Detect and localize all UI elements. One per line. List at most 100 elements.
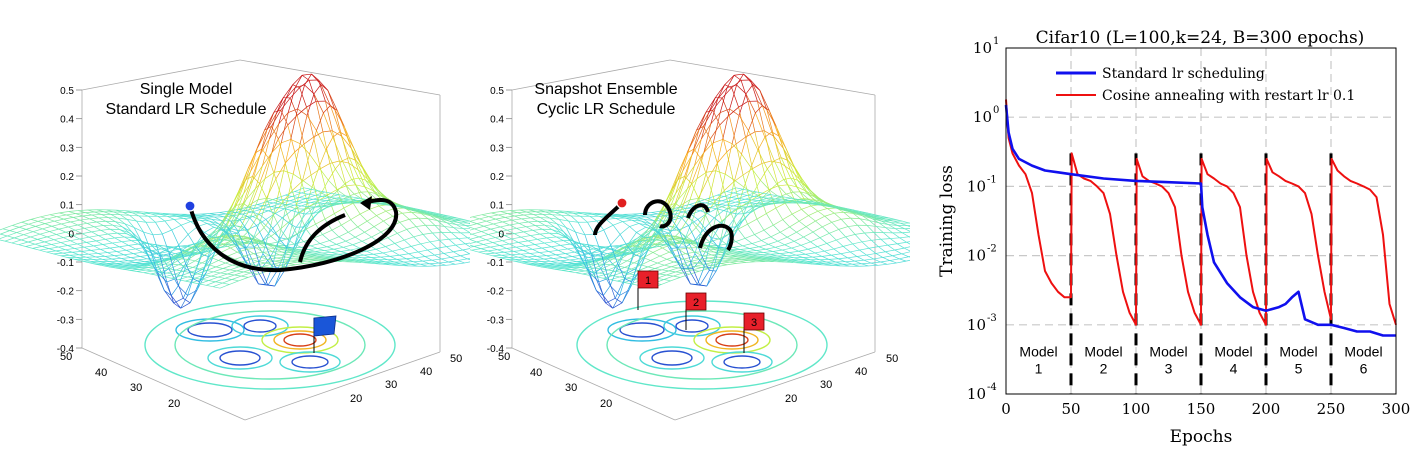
mesh-line xyxy=(846,234,855,236)
mesh-line xyxy=(181,225,188,234)
mesh-line xyxy=(624,283,631,284)
mesh-line xyxy=(858,225,865,233)
mesh-line xyxy=(516,246,525,247)
mesh-line xyxy=(303,180,312,187)
mesh-line xyxy=(72,251,81,252)
mesh-line xyxy=(507,247,516,248)
mesh-line xyxy=(305,74,312,85)
mesh-line xyxy=(754,235,761,241)
contour-ring xyxy=(676,320,708,332)
mesh-line xyxy=(451,233,458,239)
mesh-line xyxy=(517,213,524,215)
mesh-line xyxy=(486,221,493,224)
mesh-line xyxy=(365,227,374,233)
mesh-line xyxy=(808,211,817,215)
mesh-line xyxy=(523,249,532,250)
mesh-line xyxy=(277,258,284,260)
mesh-line xyxy=(291,109,298,139)
mesh-line xyxy=(697,263,704,264)
left-y-tick: 50 xyxy=(450,353,462,365)
mesh-line xyxy=(209,265,216,267)
mesh-line xyxy=(0,229,3,233)
mesh-line xyxy=(94,212,101,214)
mesh-line xyxy=(360,214,367,221)
mesh-line xyxy=(14,238,21,240)
mesh-line xyxy=(486,238,495,240)
x-tick-label: 100 xyxy=(1122,400,1151,418)
mesh-line xyxy=(620,274,629,277)
mesh-line xyxy=(902,233,909,237)
mesh-line xyxy=(729,115,736,144)
mesh-line xyxy=(909,257,910,259)
mesh-line xyxy=(530,253,537,256)
mesh-line xyxy=(493,222,502,224)
mesh-line xyxy=(439,240,446,246)
mesh-line xyxy=(719,205,726,206)
mesh-line xyxy=(80,237,89,239)
mesh-line xyxy=(510,225,517,228)
mesh-line xyxy=(555,265,562,266)
mesh-line xyxy=(83,215,92,216)
legend-label-standard: Standard lr scheduling xyxy=(1102,66,1265,82)
mesh-line xyxy=(598,256,605,257)
mesh-line xyxy=(876,253,883,257)
mesh-line xyxy=(783,148,792,163)
mesh-line xyxy=(839,229,846,236)
mesh-line xyxy=(472,232,481,235)
mesh-line xyxy=(22,222,29,224)
mesh-line xyxy=(209,221,218,224)
mesh-line xyxy=(423,234,430,241)
mesh-line xyxy=(343,199,350,200)
mesh-line xyxy=(85,227,94,229)
mesh-line xyxy=(868,265,877,266)
mesh-line xyxy=(732,260,739,261)
model-number: 6 xyxy=(1360,360,1368,376)
mesh-line xyxy=(558,250,565,253)
mesh-line xyxy=(225,278,232,279)
mesh-line xyxy=(547,238,554,242)
mesh-line xyxy=(679,249,686,253)
mesh-line xyxy=(815,221,822,227)
mesh-line xyxy=(304,202,311,203)
mesh-line xyxy=(165,221,172,230)
mesh-line xyxy=(99,218,106,221)
mesh-line xyxy=(204,227,213,232)
mesh-line xyxy=(530,253,539,254)
left-y-tick: 30 xyxy=(385,379,397,391)
contour-ring xyxy=(292,356,328,368)
mesh-line xyxy=(680,207,687,208)
mesh-line xyxy=(284,171,293,174)
mesh-line xyxy=(284,259,293,260)
mesh-line xyxy=(544,242,553,243)
mesh-line xyxy=(294,205,301,206)
z-tick-label: -0.3 xyxy=(487,315,505,326)
mesh-line xyxy=(778,185,787,186)
mesh-line xyxy=(522,219,529,222)
mesh-line xyxy=(299,207,308,213)
z-tick-label: -0.3 xyxy=(57,315,75,326)
y-tick-label: 10 xyxy=(967,247,986,265)
mesh-line xyxy=(539,253,546,256)
mesh-line xyxy=(485,253,494,254)
z-tick-label: 0.2 xyxy=(60,172,74,183)
mesh-line xyxy=(435,225,442,232)
mesh-line xyxy=(265,263,272,264)
mesh-line xyxy=(423,261,430,264)
mesh-line xyxy=(660,252,669,256)
contour-ring xyxy=(232,316,288,336)
mesh-line xyxy=(105,256,114,257)
mesh-line xyxy=(291,261,298,262)
mesh-line xyxy=(662,270,669,271)
mesh-line xyxy=(320,200,327,201)
x-tick-label: 200 xyxy=(1252,400,1281,418)
mesh-line xyxy=(748,224,755,234)
mesh-line xyxy=(331,251,340,252)
mesh-line xyxy=(42,246,49,248)
mesh-line xyxy=(70,241,77,244)
mesh-line xyxy=(848,225,857,226)
mesh-line xyxy=(860,250,867,255)
mesh-line xyxy=(446,264,455,265)
mesh-line xyxy=(79,254,88,255)
